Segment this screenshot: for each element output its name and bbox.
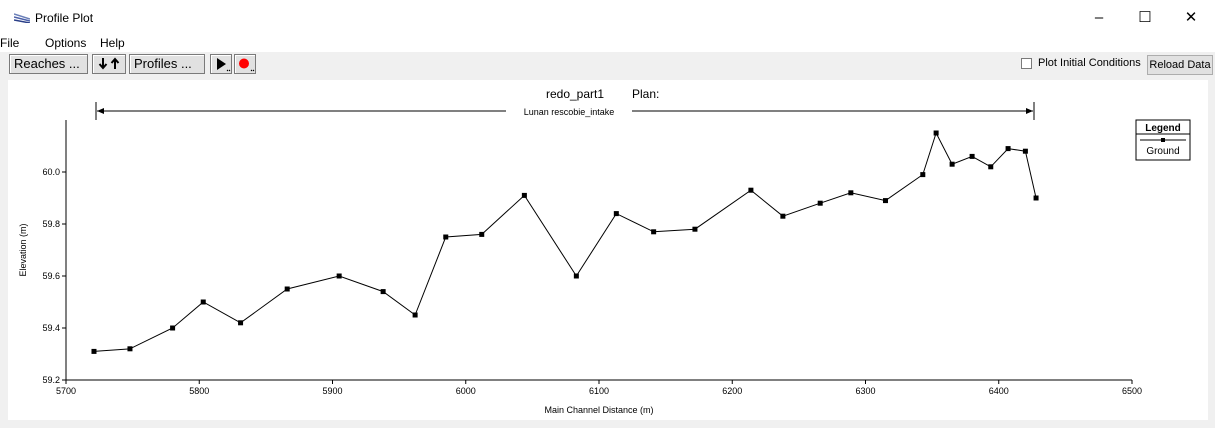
x-tick-label: 6400	[989, 386, 1009, 396]
record-button[interactable]	[234, 54, 256, 74]
ground-point	[284, 286, 290, 292]
legend-title: Legend	[1145, 123, 1181, 134]
ground-point	[692, 226, 698, 232]
ground-point	[651, 229, 657, 235]
ground-point	[817, 200, 823, 206]
x-tick-label: 6100	[589, 386, 609, 396]
plot-initial-conditions-label: Plot Initial Conditions	[1038, 57, 1141, 69]
plot-initial-conditions-checkbox[interactable]	[1021, 58, 1032, 69]
x-tick-label: 5800	[189, 386, 209, 396]
vertical-scrollbar[interactable]	[1208, 80, 1215, 420]
profiles-button[interactable]: Profiles ...	[129, 54, 205, 74]
x-tick-label: 6000	[456, 386, 476, 396]
profile-chart: redo_part1 Plan: Lunan rescobie_intake 5…	[18, 87, 1191, 415]
x-axis-label: Main Channel Distance (m)	[544, 405, 653, 415]
reaches-button[interactable]: Reaches ...	[9, 54, 88, 74]
menu-options[interactable]: Options	[45, 36, 87, 50]
ground-point	[521, 192, 527, 198]
ground-series-line	[93, 131, 1037, 352]
legend-entry-ground: Ground	[1146, 146, 1179, 157]
reload-data-button[interactable]: Reload Data	[1147, 55, 1213, 75]
ground-point	[91, 348, 97, 354]
ground-series-markers	[91, 130, 1039, 354]
legend-marker-swatch	[1161, 138, 1165, 142]
x-tick-label: 6500	[1122, 386, 1142, 396]
ground-point	[988, 164, 994, 170]
horizontal-scrollbar[interactable]	[0, 420, 1215, 428]
x-tick-label: 5900	[322, 386, 342, 396]
y-tick-label: 60.0	[42, 167, 60, 177]
toolbar: Reaches ... Profiles ...	[0, 52, 1215, 76]
record-icon	[239, 58, 255, 72]
ground-point	[613, 211, 619, 217]
ground-point	[748, 187, 754, 193]
ground-point	[412, 312, 418, 318]
menu-file[interactable]: File	[0, 36, 20, 50]
close-button[interactable]: ✕	[1184, 9, 1198, 26]
profile-plot-app-icon	[14, 13, 30, 23]
y-tick-label: 59.4	[42, 323, 60, 333]
ground-point	[573, 273, 579, 279]
plot-area: redo_part1 Plan: Lunan rescobie_intake 5…	[8, 80, 1208, 420]
menu-bar: File Options Help	[0, 34, 1215, 52]
plan-label: Plan:	[632, 87, 659, 101]
plan-name: redo_part1	[546, 87, 604, 101]
reach-label: Lunan rescobie_intake	[524, 107, 615, 117]
ground-point	[336, 273, 342, 279]
ground-point	[848, 190, 854, 196]
ground-point	[238, 320, 244, 326]
y-tick-label: 59.6	[42, 271, 60, 281]
x-tick-label: 6200	[722, 386, 742, 396]
ground-point	[200, 299, 206, 305]
y-axis-label: Elevation (m)	[18, 223, 28, 276]
ground-point	[969, 153, 975, 159]
play-icon	[217, 58, 231, 72]
minimize-button[interactable]: –	[1094, 9, 1104, 26]
y-tick-label: 59.8	[42, 219, 60, 229]
ground-point	[949, 161, 955, 167]
ground-point	[127, 346, 133, 352]
ground-point	[1005, 146, 1011, 152]
x-tick-label: 5700	[56, 386, 76, 396]
y-tick-label: 59.2	[42, 375, 60, 385]
ground-point	[380, 289, 386, 295]
ground-point	[1022, 148, 1028, 154]
ground-point	[882, 198, 888, 204]
ground-point	[920, 172, 926, 178]
ground-point	[933, 130, 939, 136]
legend: Legend Ground	[1135, 119, 1191, 161]
maximize-button[interactable]: ☐	[1138, 9, 1152, 26]
x-tick-label: 6300	[855, 386, 875, 396]
menu-help[interactable]: Help	[100, 36, 125, 50]
ground-point	[443, 234, 449, 240]
up-down-button[interactable]	[92, 54, 126, 74]
ground-point	[780, 213, 786, 219]
title-bar: Profile Plot – ☐ ✕	[0, 0, 1215, 34]
play-button[interactable]	[210, 54, 232, 74]
ground-point	[479, 231, 485, 237]
window-title: Profile Plot	[35, 11, 94, 25]
ground-point	[170, 325, 176, 331]
ground-point	[1033, 195, 1039, 201]
reach-extent-indicator	[95, 102, 1035, 120]
up-down-arrows-icon	[98, 57, 120, 70]
